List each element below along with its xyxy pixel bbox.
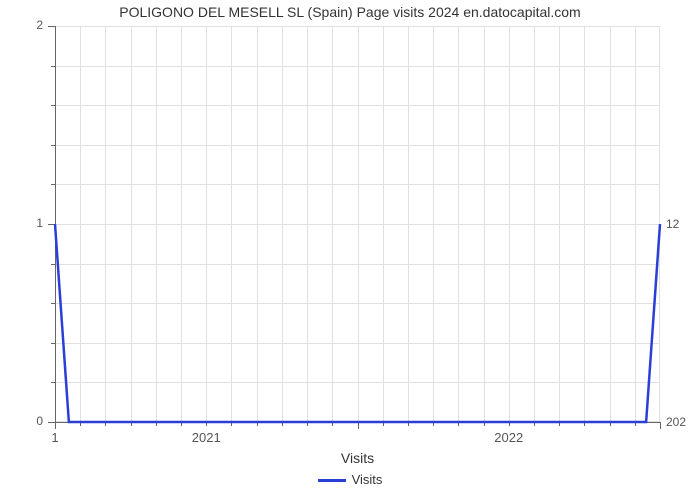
chart-container: POLIGONO DEL MESELL SL (Spain) Page visi… <box>0 0 700 500</box>
series-line <box>0 0 700 500</box>
